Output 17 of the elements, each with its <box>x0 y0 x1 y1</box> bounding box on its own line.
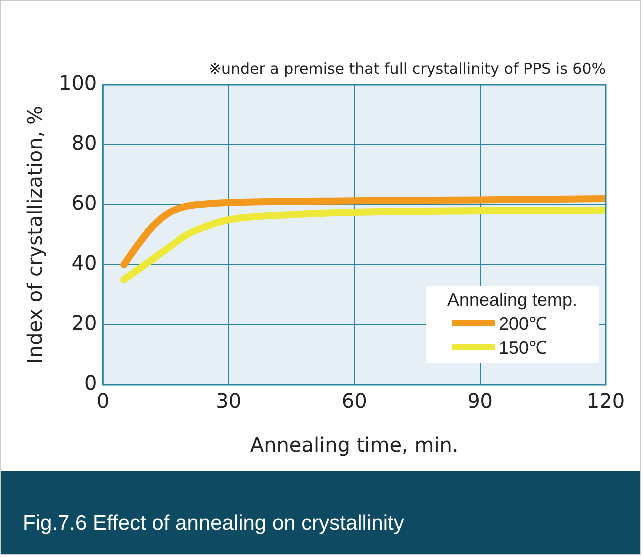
y-tick-label: 0 <box>84 371 98 396</box>
y-tick-label: 20 <box>72 311 98 336</box>
x-axis-title: Annealing time, min. <box>250 433 459 458</box>
y-axis-title: Index of crystallization, % <box>23 106 48 364</box>
legend-label: 200℃ <box>499 313 548 335</box>
x-tick-label: 90 <box>468 389 494 414</box>
y-tick-label: 100 <box>58 71 98 96</box>
legend-title: Annealing temp. <box>446 290 579 311</box>
y-tick-label: 40 <box>72 251 98 276</box>
caption: Fig.7.6 Effect of annealing on crystallinity <box>1 471 640 554</box>
chart-subtitle: ※under a premise that full crystallinity of PPS is 60% <box>208 60 606 78</box>
x-tick-label: 120 <box>586 389 626 414</box>
y-tick-label: 60 <box>72 191 98 216</box>
legend-label: 150℃ <box>499 337 548 359</box>
x-tick-label: 60 <box>342 389 368 414</box>
x-tick-label: 30 <box>216 389 242 414</box>
y-tick-label: 80 <box>72 131 98 156</box>
